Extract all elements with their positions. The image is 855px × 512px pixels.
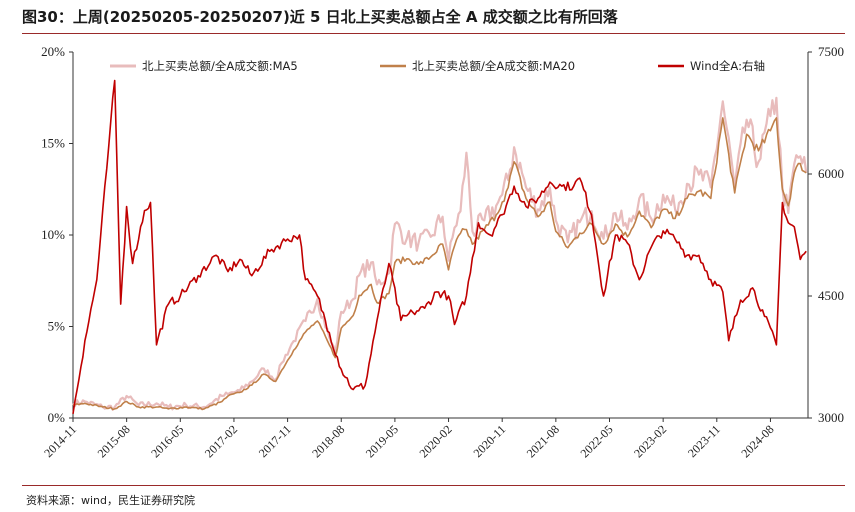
chart-axes (72, 52, 809, 419)
left-y-tick-label: 0% (48, 410, 66, 425)
legend-label: 北上买卖总额/全A成交额:MA20 (412, 59, 575, 73)
x-tick-label: 2022-05 (577, 422, 615, 460)
legend-label: Wind全A:右轴 (690, 59, 765, 73)
right-y-tick-label: 7500 (818, 44, 844, 59)
source-note: 资料来源：wind，民生证券研究院 (26, 494, 196, 507)
footer-rule (22, 485, 845, 486)
x-tick-label: 2024-08 (738, 422, 776, 460)
left-y-tick-label: 10% (41, 227, 65, 242)
right-y-ticks: 3000 4500 6000 7500 (808, 44, 844, 425)
wind-all-a-line (72, 79, 807, 415)
title-rule (22, 33, 845, 34)
x-tick-label: 2020-11 (470, 422, 508, 460)
right-y-tick-label: 4500 (818, 288, 844, 303)
left-y-tick-label: 20% (41, 44, 65, 59)
left-y-tick-label: 5% (48, 319, 66, 334)
legend: 北上买卖总额/全A成交额:MA5 北上买卖总额/全A成交额:MA20 Wind全A:… (110, 59, 765, 73)
left-y-ticks: 0% 5% 10% 15% 20% (41, 44, 73, 425)
right-y-tick-label: 3000 (818, 410, 844, 425)
ma20-line (72, 117, 807, 411)
x-tick-label: 2023-11 (685, 422, 723, 460)
x-tick-label: 2021-08 (524, 422, 562, 460)
legend-label: 北上买卖总额/全A成交额:MA5 (142, 59, 298, 73)
left-y-tick-label: 15% (41, 136, 65, 151)
x-tick-label: 2017-02 (202, 422, 240, 460)
x-tick-label: 2017-11 (256, 422, 294, 460)
x-tick-label: 2019-05 (363, 422, 401, 460)
right-y-tick-label: 6000 (818, 166, 844, 181)
ma5-line (72, 96, 808, 411)
x-tick-label: 2015-08 (95, 422, 133, 460)
x-tick-label: 2020-02 (416, 422, 454, 460)
x-ticks: 2014-11 2015-08 2016-05 2017-02 2017-11 2018-… (41, 418, 777, 460)
x-tick-label: 2018-08 (309, 422, 347, 460)
series-lines (72, 79, 808, 415)
chart-title: 图30：上周(20250205-20250207)近 5 日北上买卖总额占全 A… (22, 8, 618, 26)
x-tick-label: 2014-11 (41, 422, 79, 460)
x-tick-label: 2023-02 (631, 422, 669, 460)
x-tick-label: 2016-05 (148, 422, 186, 460)
